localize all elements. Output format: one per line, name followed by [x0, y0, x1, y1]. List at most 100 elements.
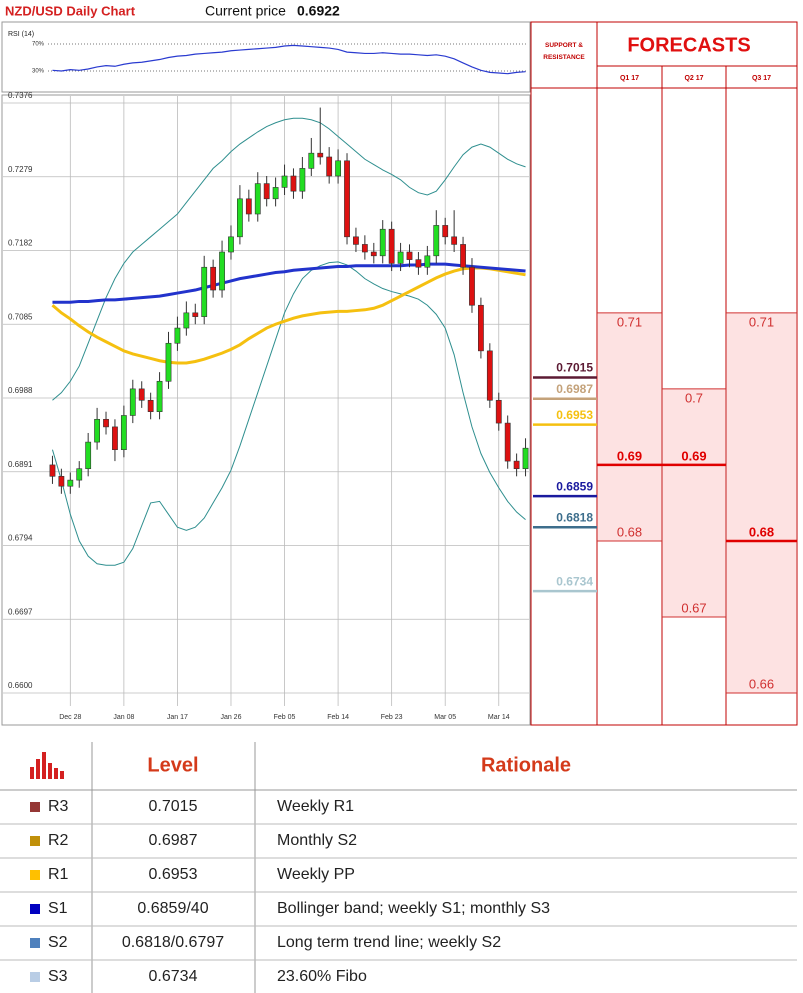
row-rationale: Weekly R1 [277, 798, 354, 815]
y-tick-label: 0.7182 [8, 239, 33, 248]
candle-body [513, 460, 520, 470]
candle-body [281, 175, 288, 188]
row-label: S2 [48, 934, 68, 951]
candle-body [183, 312, 190, 329]
forecast-range [598, 312, 661, 541]
candle-body [344, 160, 350, 238]
row-label: S1 [48, 900, 68, 917]
level-swatch [30, 802, 40, 812]
forecast-target-label: 0.69 [617, 448, 642, 463]
table-header: Level [147, 754, 198, 776]
x-tick-label: Feb 23 [381, 714, 403, 721]
level-label: 0.6818 [556, 510, 593, 524]
indicator-line [52, 262, 526, 304]
candle-body [147, 399, 154, 412]
candle-body [245, 198, 252, 215]
candle-body [522, 447, 529, 470]
y-tick-label: 0.6988 [8, 386, 33, 395]
candle-body [469, 266, 475, 306]
candle-body [58, 476, 65, 487]
level-swatch [30, 836, 40, 846]
candle-body [504, 422, 511, 462]
indicator-line [52, 117, 526, 401]
x-tick-label: Jan 26 [220, 714, 241, 721]
forecast-low-label: 0.66 [749, 676, 774, 691]
x-tick-label: Dec 28 [59, 714, 81, 721]
candle-body [174, 327, 181, 344]
candle-body [228, 236, 234, 253]
candle-body [120, 415, 127, 451]
row-level: 0.6953 [149, 866, 198, 883]
y-tick-label: 0.6794 [8, 534, 33, 543]
y-tick-label: 0.6697 [8, 607, 33, 616]
candle-body [335, 160, 341, 177]
candle-body [254, 183, 261, 215]
current-price-label: Current price [205, 3, 286, 19]
row-level: 0.6818/0.6797 [122, 934, 224, 951]
level-label: 0.6734 [556, 574, 593, 588]
row-label: S3 [48, 968, 68, 985]
forecast-range [663, 388, 725, 617]
candle-body [272, 187, 279, 200]
row-rationale: Monthly S2 [277, 832, 357, 849]
forecast-high-label: 0.7 [685, 390, 703, 405]
candle-body [361, 244, 368, 253]
candle-body [237, 198, 243, 238]
candle-body [415, 259, 422, 268]
price-frame [1, 94, 531, 726]
chart-title: NZD/USD Daily Chart [5, 3, 136, 18]
row-label: R1 [48, 866, 69, 883]
forecast-high-label: 0.71 [617, 314, 642, 329]
forecast-target-label: 0.69 [681, 448, 706, 463]
candle-body [201, 266, 208, 317]
level-swatch [30, 870, 40, 880]
rsi-frame [1, 21, 531, 93]
x-tick-label: Jan 08 [113, 714, 134, 721]
row-level: 0.6734 [149, 968, 198, 985]
forecast-title: FORECASTS [627, 34, 750, 56]
candle-body [433, 225, 440, 257]
candle-body [219, 251, 225, 291]
period-label: Q1 17 [620, 75, 639, 82]
x-tick-label: Jan 17 [167, 714, 188, 721]
level-label: 0.6953 [556, 408, 593, 422]
row-rationale: 23.60% Fibo [277, 968, 367, 985]
rsi-title: RSI (14) [8, 31, 34, 38]
candle-body [67, 479, 74, 487]
forecast-low-label: 0.68 [617, 524, 642, 539]
candle-body [406, 251, 413, 260]
level-swatch [30, 972, 40, 982]
candle-body [138, 388, 145, 401]
candle-body [388, 228, 395, 264]
y-tick-label: 0.7376 [8, 91, 33, 100]
rsi-tick-label: 30% [32, 69, 45, 75]
rsi-line [52, 44, 526, 75]
indicator-line [51, 261, 526, 566]
candle-body [486, 350, 493, 401]
indicator-line [51, 266, 526, 365]
forecast-target-label: 0.68 [749, 524, 774, 539]
y-tick-label: 0.6891 [8, 460, 33, 469]
candle-body [192, 312, 199, 317]
candle-body [495, 399, 502, 424]
candle-body [460, 244, 466, 268]
forecast-high-label: 0.71 [749, 314, 774, 329]
x-tick-label: Feb 14 [327, 714, 349, 721]
levels-table: Level Rationale R3 0.7015 Weekly R1 R2 0.698… [0, 742, 797, 993]
levels-title: SUPPORT & RESISTANCE [543, 42, 585, 61]
row-level: 0.6859/40 [137, 900, 208, 917]
candle-body [317, 152, 324, 158]
candle-body [76, 468, 83, 481]
candle-body [112, 426, 118, 451]
candle-body [129, 388, 136, 416]
level-label: 0.6987 [556, 382, 593, 396]
candle-body [353, 236, 359, 245]
candle-body [290, 175, 297, 192]
candle-body [424, 255, 431, 268]
table-header: Rationale [481, 754, 571, 776]
candle-body [326, 156, 333, 177]
candle-body [442, 225, 449, 238]
current-price: 0.6922 [297, 3, 340, 19]
